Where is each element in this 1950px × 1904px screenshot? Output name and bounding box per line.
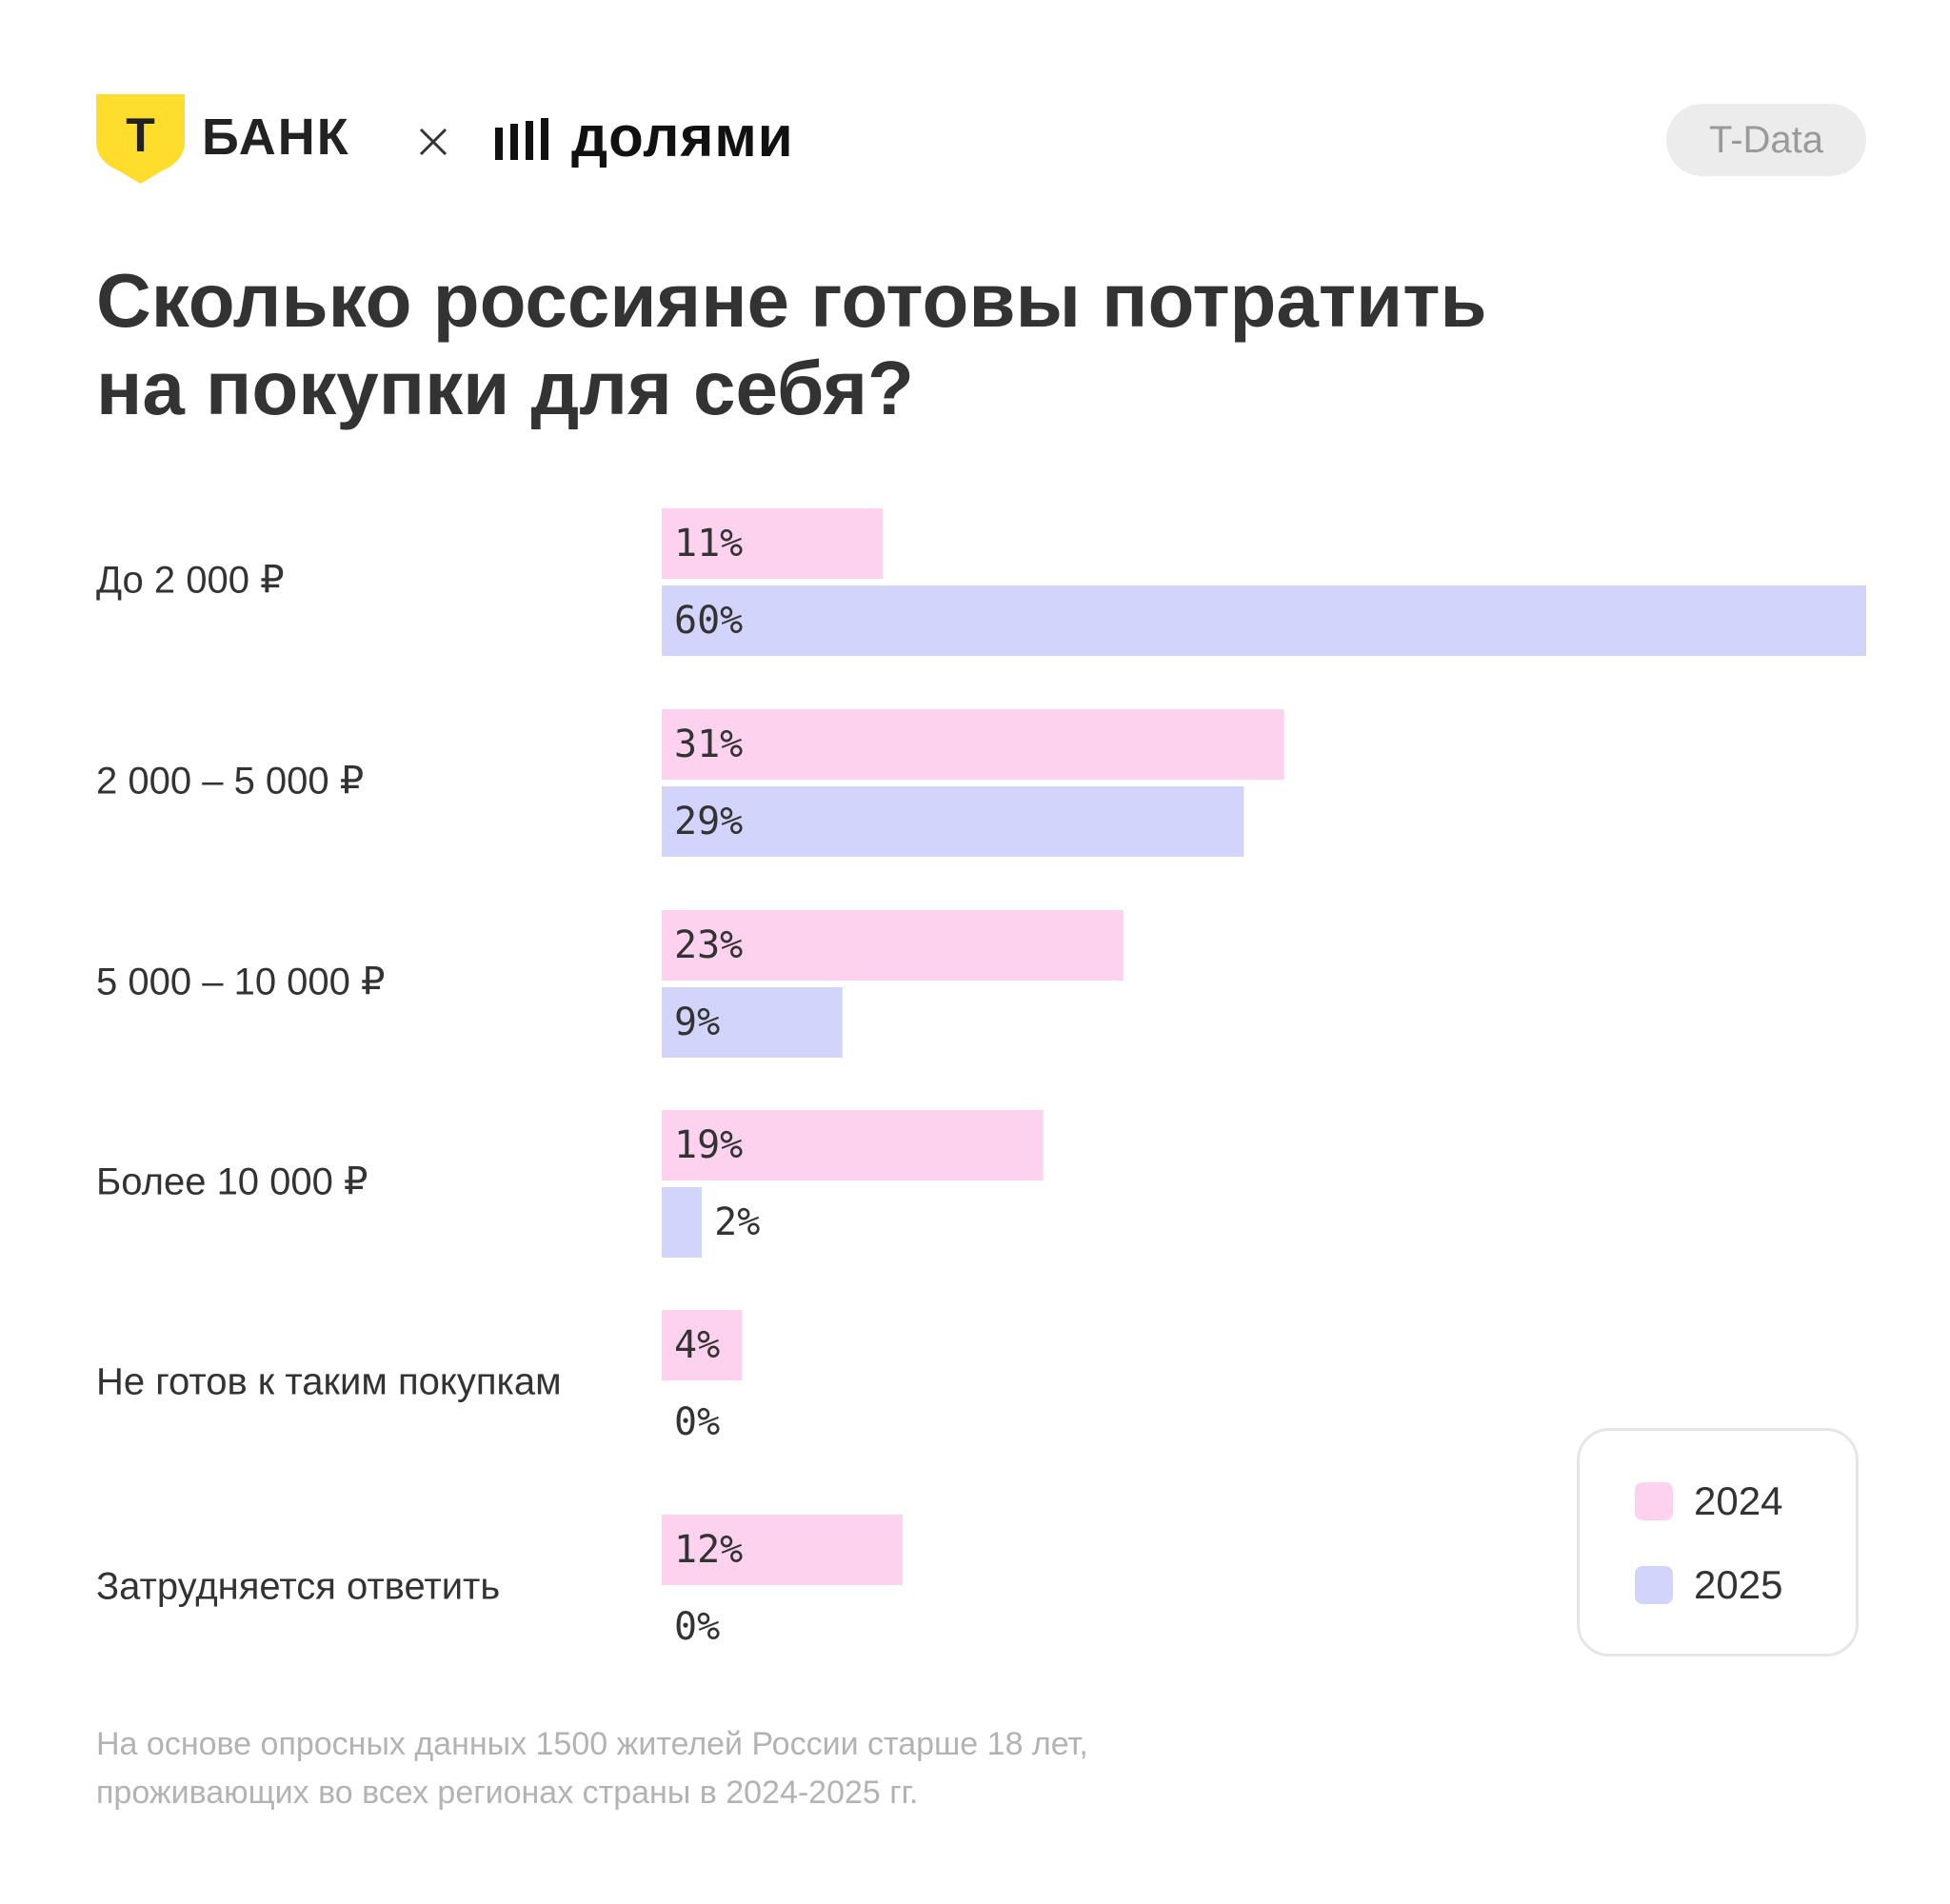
bar-2025-0 — [662, 585, 1866, 656]
bar-2025-3 — [662, 1187, 703, 1258]
bar-2024-4 — [662, 1310, 743, 1380]
data-label-2025-1: 29% — [674, 800, 743, 843]
data-label-2025-4: 0% — [674, 1400, 720, 1444]
bar-2024-0 — [662, 508, 883, 579]
category-label: 5 000 – 10 000 ₽ — [96, 962, 385, 1003]
bar-2025-2 — [662, 987, 843, 1058]
dolyami-wordmark: долями — [571, 105, 794, 169]
tbank-wordmark: БАНК — [202, 109, 350, 166]
tbank-shield-letter: Т — [126, 109, 155, 162]
data-label-2025-0: 60% — [674, 599, 743, 643]
title-line-2: на покупки для себя? — [96, 346, 914, 430]
category-label: Не готов к таким покупкам — [96, 1361, 562, 1403]
category-label: До 2 000 ₽ — [96, 560, 285, 602]
legend-swatch-2025 — [1635, 1566, 1673, 1604]
page-title: Сколько россияне готовы потратить на пок… — [96, 257, 1620, 432]
legend-label-2025: 2025 — [1694, 1562, 1783, 1607]
bar-2025-1 — [662, 786, 1244, 857]
category-label: Более 10 000 ₽ — [96, 1161, 368, 1203]
category-label: Затрудняется ответить — [96, 1566, 500, 1608]
data-label-2024-1: 31% — [674, 723, 743, 766]
bar-2024-5 — [662, 1515, 903, 1585]
legend-swatch-2024 — [1635, 1482, 1673, 1520]
bar-2024-1 — [662, 709, 1284, 780]
chart-legend: 2024 2025 — [1577, 1428, 1859, 1656]
data-label-2024-5: 12% — [674, 1528, 743, 1572]
category-label: 2 000 – 5 000 ₽ — [96, 761, 364, 803]
data-label-2024-0: 11% — [674, 522, 743, 565]
tbank-logo-icon: Т — [96, 94, 185, 184]
data-label-2025-2: 9% — [674, 1001, 720, 1044]
data-label-2024-4: 4% — [674, 1323, 720, 1367]
legend-label-2024: 2024 — [1694, 1478, 1783, 1523]
tdata-badge: T-Data — [1666, 104, 1866, 176]
dolyami-bars-icon — [495, 118, 548, 160]
footnote: На основе опросных данных 1500 жителей Р… — [96, 1720, 1334, 1817]
header: Т БАНК долями T-Data — [0, 0, 1950, 190]
footnote-line-2: проживающих во всех регионах страны в 20… — [96, 1775, 919, 1811]
data-label-2025-3: 2% — [714, 1200, 760, 1244]
bar-chart: До 2 000 ₽ 11% 60% 2 000 – 5 000 ₽ 31% 29% 5 0… — [96, 508, 1866, 1649]
times-icon — [419, 128, 448, 156]
bar-2024-2 — [662, 910, 1124, 981]
bar-2024-3 — [662, 1110, 1044, 1180]
data-label-2025-5: 0% — [674, 1605, 720, 1649]
data-label-2024-2: 23% — [674, 923, 743, 967]
tbank-shield-shape — [96, 94, 185, 184]
footnote-line-1: На основе опросных данных 1500 жителей Р… — [96, 1726, 1088, 1762]
data-label-2024-3: 19% — [674, 1123, 743, 1167]
title-line-1: Сколько россияне готовы потратить — [96, 258, 1487, 343]
